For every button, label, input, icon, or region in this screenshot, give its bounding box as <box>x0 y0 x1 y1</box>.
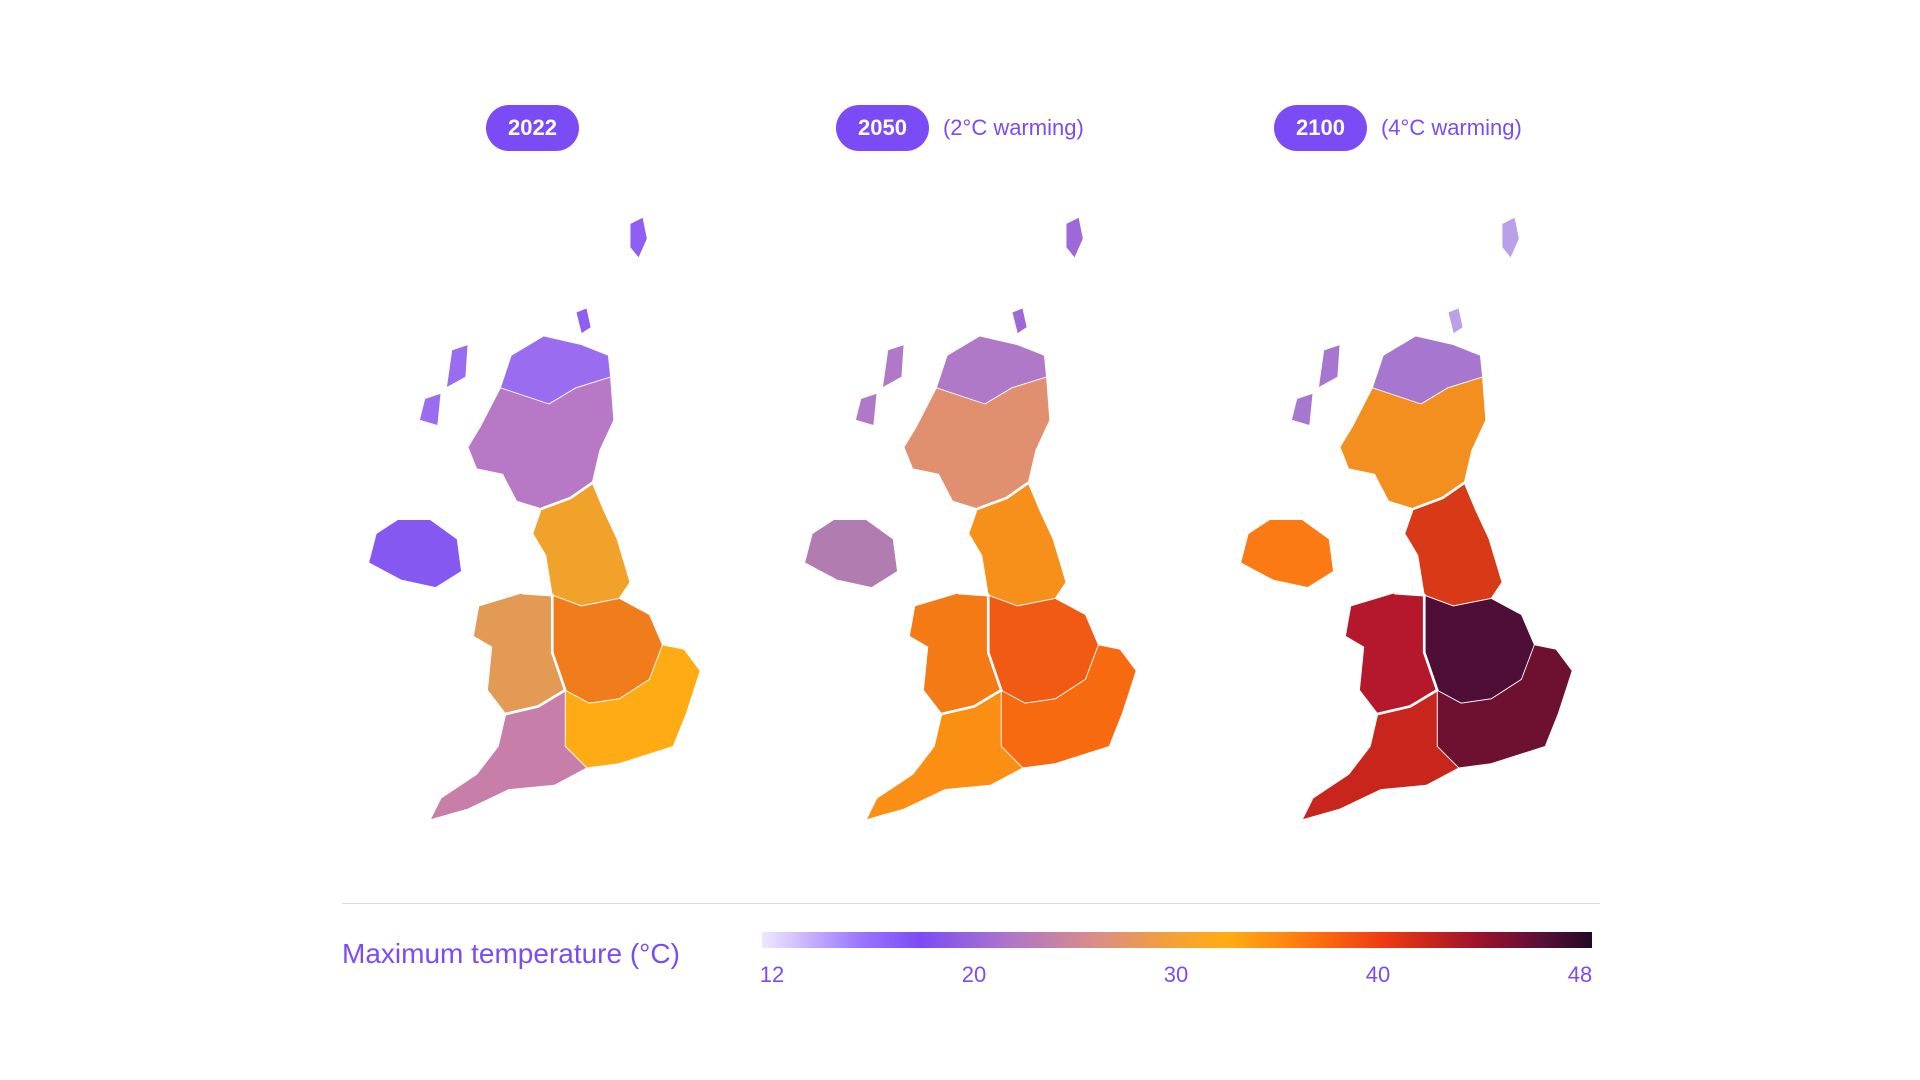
region-islands <box>1447 216 1520 335</box>
border-line <box>1377 591 1439 716</box>
region-islands <box>1011 216 1084 335</box>
year-badge: 2050 <box>836 105 929 151</box>
scale-tick: 30 <box>1163 962 1189 987</box>
map-2050 <box>804 216 1137 821</box>
year-badge: 2022 <box>486 105 579 151</box>
border-line <box>1412 481 1465 511</box>
legend-title: Maximum temperature (°C) <box>342 938 680 969</box>
warming-note: (4°C warming) <box>1380 115 1522 140</box>
map-2100 <box>1240 216 1573 821</box>
border-line <box>976 481 1029 511</box>
scale-tick: 48 <box>1567 962 1593 987</box>
border-line <box>505 591 567 716</box>
color-scale-bar <box>762 932 1592 948</box>
scale-tick: 20 <box>961 962 987 987</box>
panel-header-2050: 2050 (2°C warming) <box>836 105 1084 151</box>
divider <box>342 903 1600 904</box>
map-2022 <box>368 216 701 821</box>
panel-header-2100: 2100 (4°C warming) <box>1274 105 1522 151</box>
border-line <box>540 481 593 511</box>
scale-tick: 12 <box>759 962 785 987</box>
region-n-ireland <box>368 519 462 589</box>
warming-note: (2°C warming) <box>942 115 1084 140</box>
year-badge: 2100 <box>1274 105 1367 151</box>
scale-tick: 40 <box>1365 962 1391 987</box>
border-line <box>941 591 1003 716</box>
panel-header-2022: 2022 <box>486 105 579 151</box>
region-islands <box>575 216 648 335</box>
region-n-ireland <box>1240 519 1334 589</box>
region-n-ireland <box>804 519 898 589</box>
